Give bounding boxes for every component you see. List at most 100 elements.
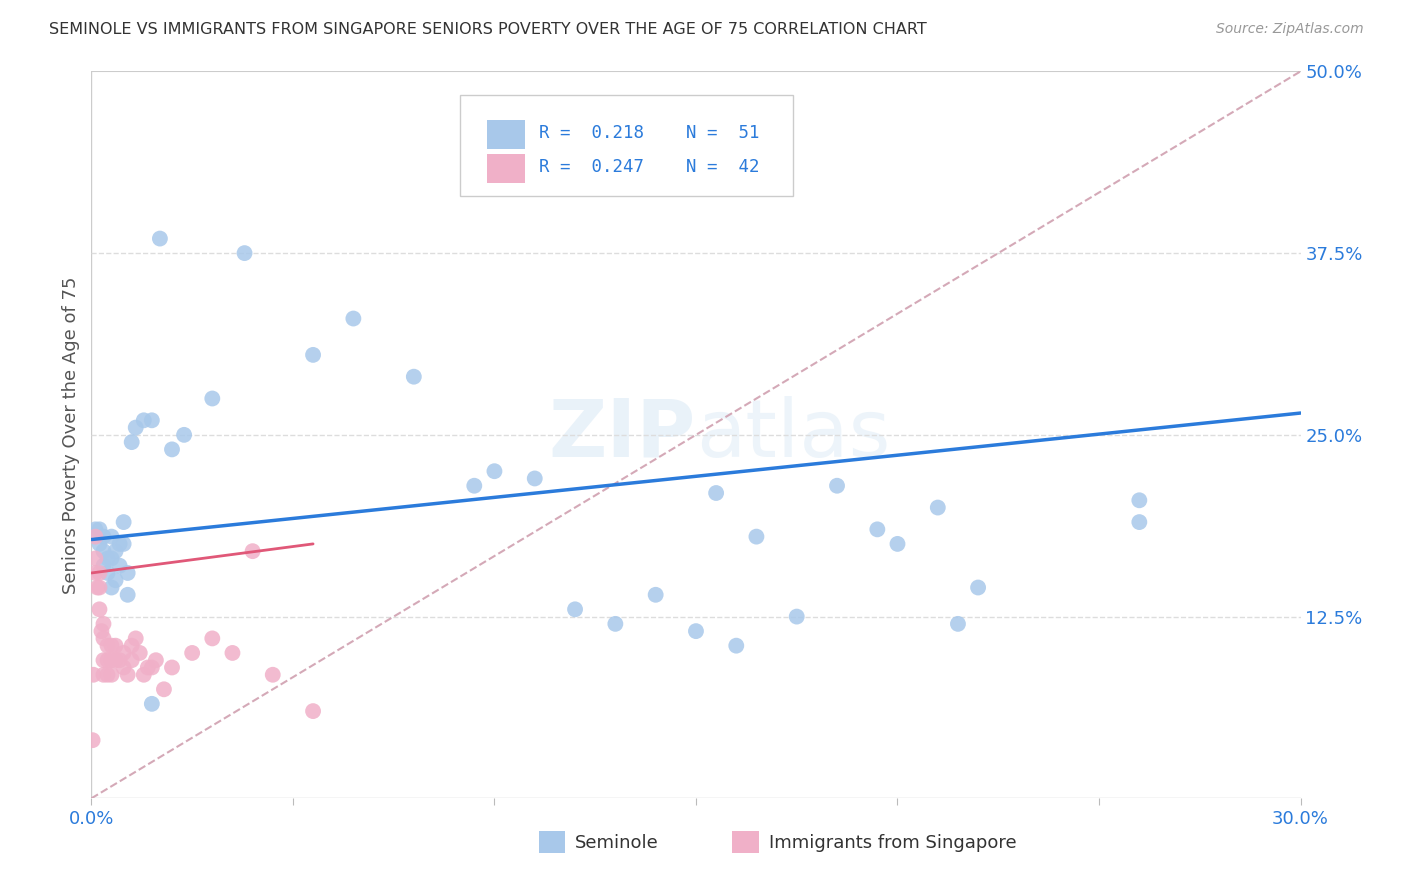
Point [84,522,107,536]
Point [84,551,107,566]
Text: ZIP: ZIP [548,396,696,474]
Text: R =  0.218    N =  51: R = 0.218 N = 51 [538,124,759,142]
Point [100,530,122,544]
Point [93,653,115,667]
Point [117,588,139,602]
Point [125,420,148,434]
Point [149,231,172,245]
Point [1128,515,1150,529]
Text: Immigrants from Singapore: Immigrants from Singapore [769,834,1017,852]
Point [100,653,122,667]
Point [93,616,115,631]
Point [644,588,666,602]
Point [89,602,111,616]
Point [967,581,990,595]
Point [825,479,848,493]
Bar [486,154,526,184]
Point [104,639,127,653]
Point [132,667,155,681]
Point [117,667,139,681]
Point [96,639,118,653]
Point [89,522,111,536]
Point [463,479,485,493]
Point [160,442,183,457]
Point [866,522,889,536]
Point [121,639,143,653]
Point [704,486,727,500]
Point [100,667,122,681]
Point [233,246,256,260]
Point [153,682,176,697]
Point [96,653,118,667]
Point [93,544,115,558]
Point [108,537,131,551]
Point [302,704,325,718]
Point [112,515,135,529]
Point [89,581,111,595]
Bar [733,831,759,853]
Point [108,653,131,667]
Point [86,581,108,595]
Point [82,733,104,747]
Point [242,544,264,558]
Point [262,667,284,681]
Point [141,413,163,427]
Point [342,311,364,326]
Point [117,566,139,580]
Point [84,566,107,580]
Point [173,428,195,442]
Text: R =  0.247    N =  42: R = 0.247 N = 42 [538,158,759,177]
Text: atlas: atlas [696,396,890,474]
Point [112,537,135,551]
Point [89,566,111,580]
Point [484,464,506,478]
Point [886,537,908,551]
Point [927,500,949,515]
Point [93,558,115,573]
Point [141,697,163,711]
Point [946,616,969,631]
Point [121,435,143,450]
Point [402,369,425,384]
Point [104,544,127,558]
Point [112,660,135,674]
Point [84,530,107,544]
Point [93,530,115,544]
Point [564,602,586,616]
Point [89,537,111,551]
Point [128,646,150,660]
Point [100,639,122,653]
Point [96,667,118,681]
Text: Seminole: Seminole [575,834,659,852]
Point [125,632,148,646]
Point [605,616,627,631]
Point [132,413,155,427]
Y-axis label: Seniors Poverty Over the Age of 75: Seniors Poverty Over the Age of 75 [62,277,80,593]
Point [523,471,546,485]
Bar [486,120,526,149]
Point [725,639,748,653]
Point [96,566,118,580]
Point [745,530,768,544]
Point [100,551,122,566]
Point [1128,493,1150,508]
Point [82,667,104,681]
Text: Source: ZipAtlas.com: Source: ZipAtlas.com [1216,22,1364,37]
FancyBboxPatch shape [460,95,793,196]
Point [90,624,112,639]
Point [93,667,115,681]
Point [160,660,183,674]
Point [112,646,135,660]
Point [100,581,122,595]
Point [302,348,325,362]
Point [786,609,808,624]
Point [141,660,163,674]
Point [104,653,127,667]
Text: SEMINOLE VS IMMIGRANTS FROM SINGAPORE SENIORS POVERTY OVER THE AGE OF 75 CORRELA: SEMINOLE VS IMMIGRANTS FROM SINGAPORE SE… [49,22,927,37]
Point [108,558,131,573]
Point [93,632,115,646]
Point [104,574,127,588]
Bar [538,831,565,853]
Point [201,632,224,646]
Point [121,653,143,667]
